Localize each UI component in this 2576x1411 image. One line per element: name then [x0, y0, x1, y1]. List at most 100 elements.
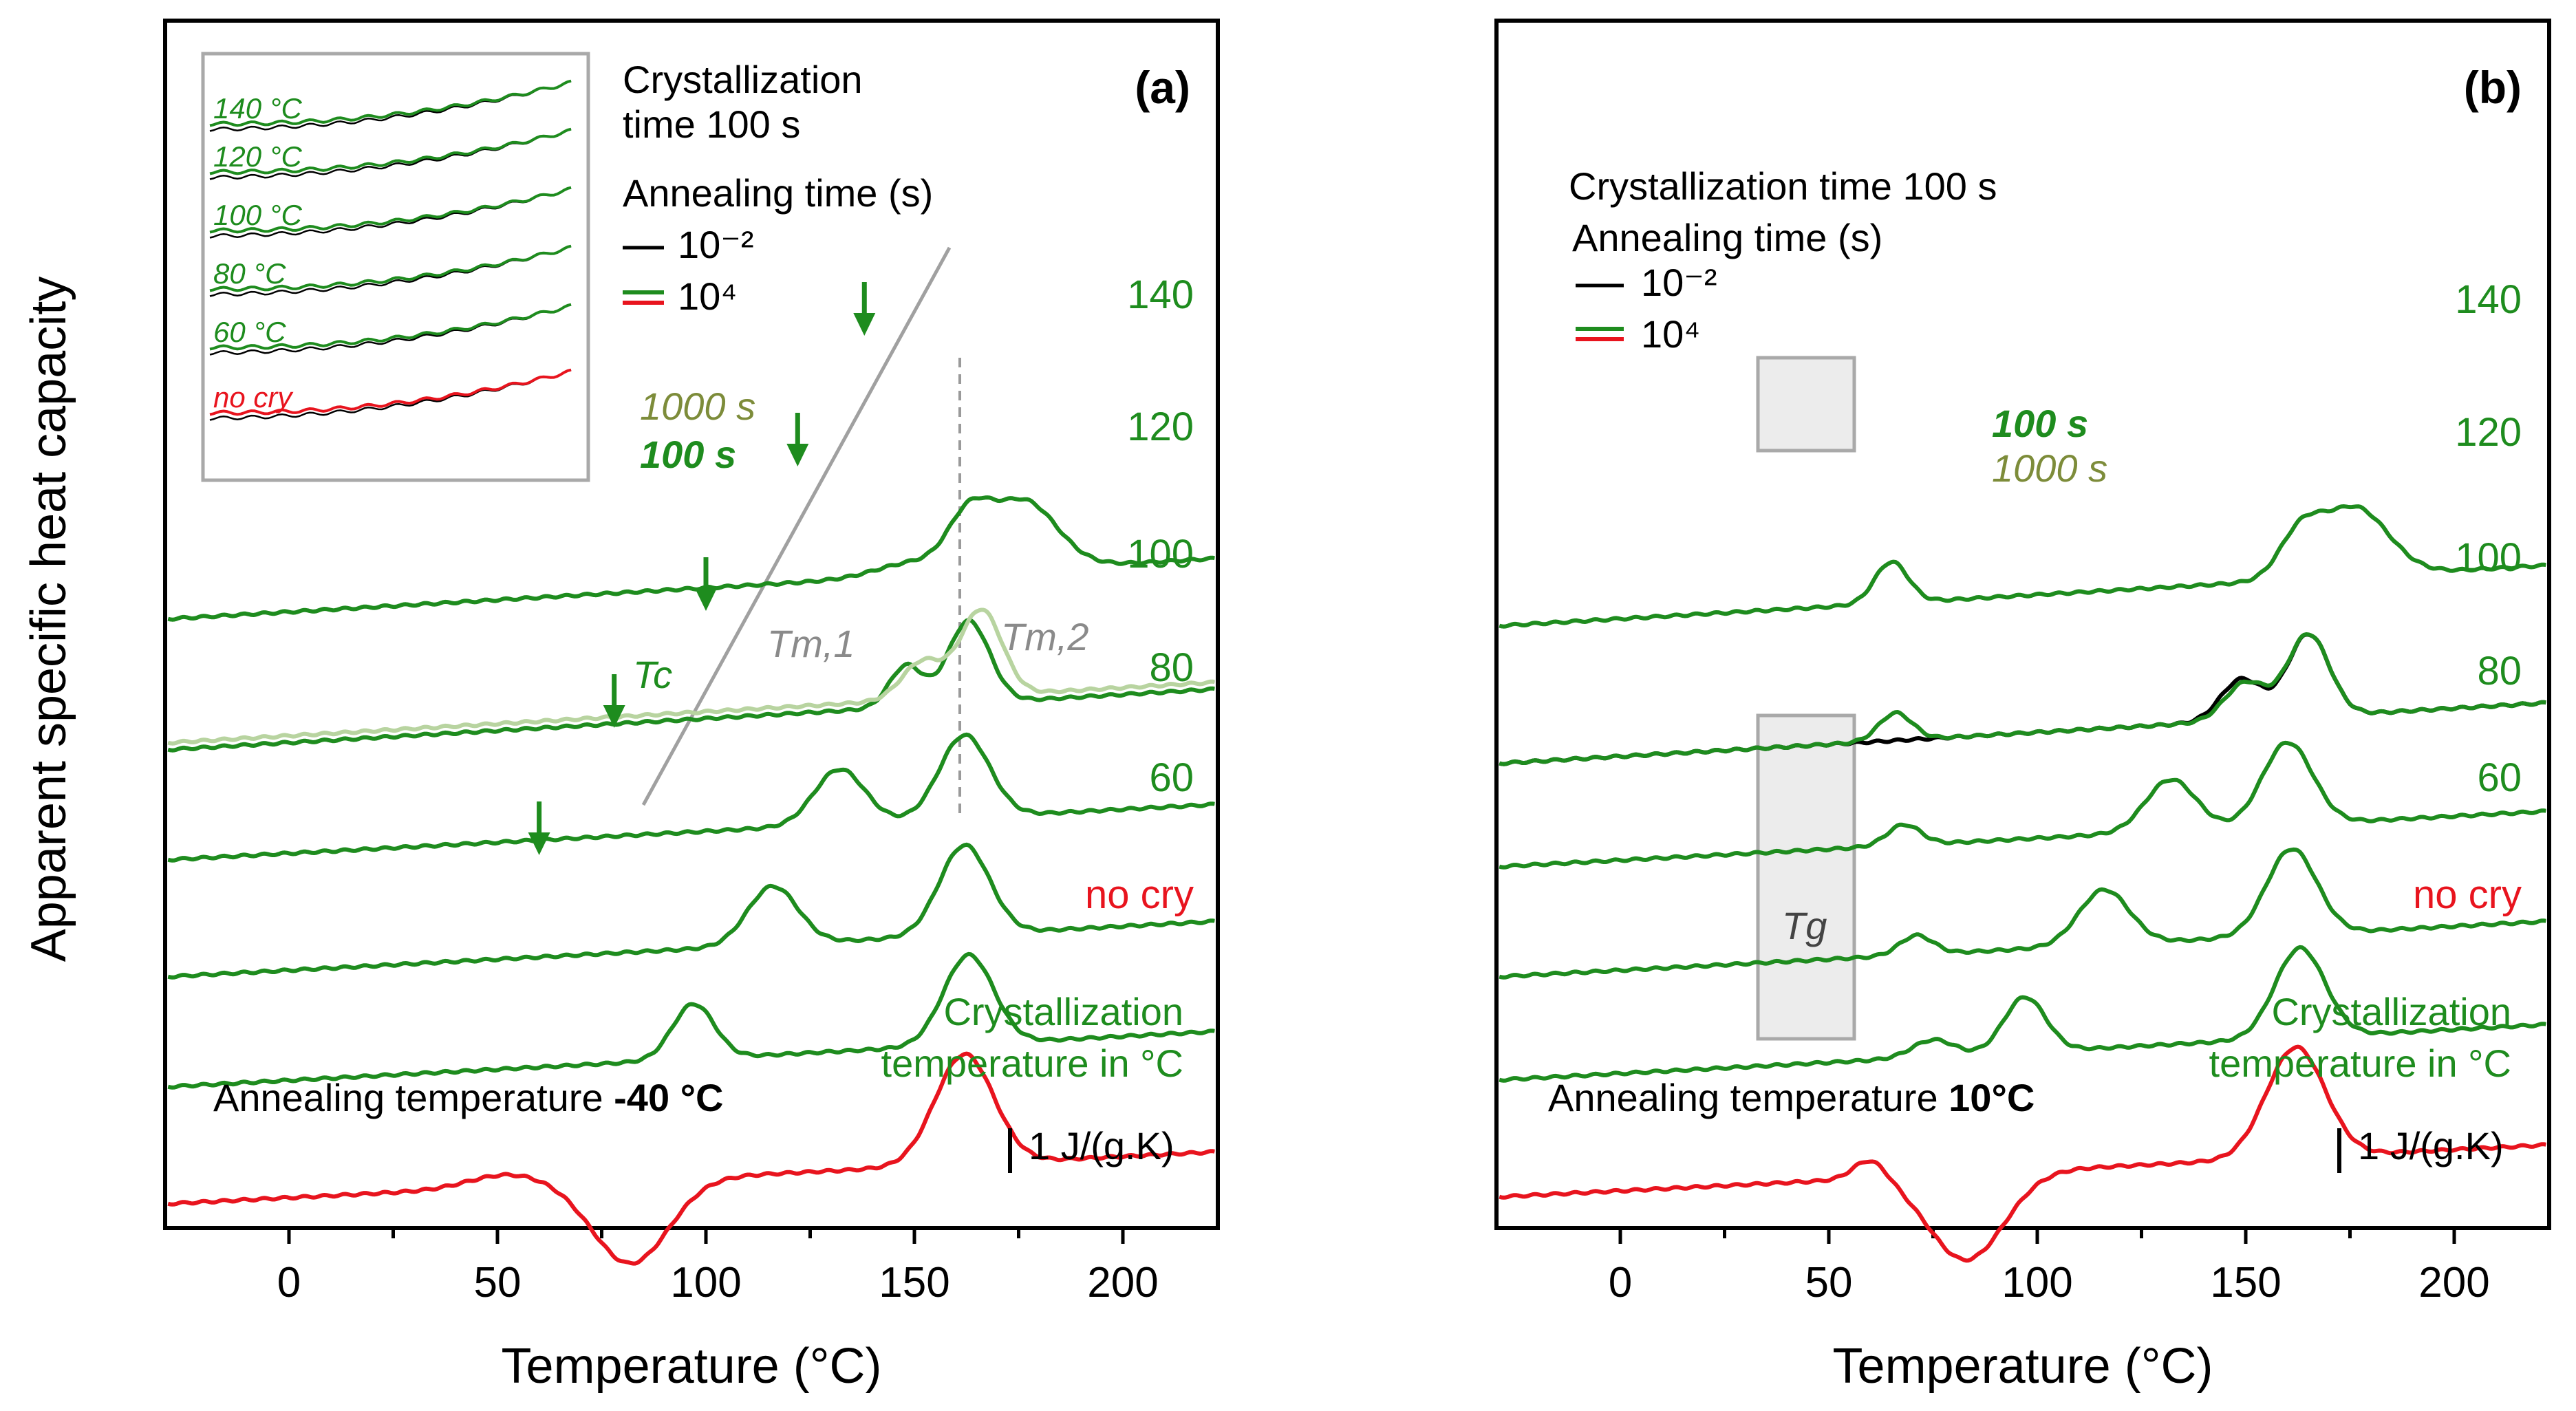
inset-labels: 140 °C 120 °C 100 °C 80 °C 60 °C no cry	[213, 92, 303, 413]
inset-curve	[209, 368, 572, 416]
curve-60	[1499, 945, 2546, 1083]
curve-no-cry	[167, 1051, 1215, 1266]
tm1-label: Tm,1	[767, 622, 855, 665]
inset-label: 60 °C	[213, 316, 286, 348]
inset-label: no cry	[213, 381, 294, 413]
curve-reference	[1499, 505, 2546, 627]
tc-label: Tc	[633, 653, 672, 696]
curve-120	[167, 617, 1215, 753]
legend-entry-short-b: 10⁻²	[1641, 261, 1717, 304]
curve-no-cry	[1499, 1044, 2546, 1263]
curve-reference	[168, 843, 1215, 979]
legend-title-line-1: Crystallization	[623, 58, 863, 101]
inset-curve	[209, 186, 572, 234]
row-label: 80	[1149, 645, 1194, 690]
inset-curves	[209, 79, 572, 421]
x-tick-label: 150	[2210, 1259, 2281, 1306]
curve-120	[1499, 632, 2546, 766]
row-label: 60	[2477, 755, 2522, 800]
label-1000s-b: 1000 s	[1992, 446, 2107, 490]
annealing-temp-b: Annealing temperature 10°C	[1548, 1076, 2035, 1119]
inset-label: 120 °C	[213, 140, 303, 173]
tc-trend-line	[641, 246, 952, 806]
curve-140	[167, 495, 1215, 622]
scale-bar-label-b: 1 J/(g.K)	[2358, 1124, 2504, 1167]
curve-reference	[1499, 848, 2546, 979]
curve-140	[1499, 504, 2546, 629]
curve-reference	[167, 496, 1215, 621]
scale-bar-label-a: 1 J/(g.K)	[1029, 1124, 1174, 1167]
x-tick-label: 50	[1805, 1259, 1853, 1306]
curves-a	[167, 495, 1215, 1266]
tg-box-lower	[1756, 713, 1856, 1041]
tm2-label: Tm,2	[1001, 615, 1089, 658]
panel-label-b: (b)	[2464, 62, 2522, 113]
curve-reference	[168, 733, 1215, 862]
tc-arrow-head	[603, 705, 625, 728]
label-1000s: 1000 s	[640, 385, 755, 428]
curve-100	[1499, 740, 2546, 870]
x-tick-label: 0	[277, 1259, 301, 1306]
curve-60	[167, 951, 1215, 1090]
inset-curve	[209, 303, 572, 351]
cryst-temp-line-2-b: temperature in °C	[2209, 1042, 2511, 1085]
curve-reference	[1499, 742, 2546, 869]
row-label: 80	[2477, 649, 2522, 693]
x-axis-label-b: Temperature (°C)	[1833, 1339, 2213, 1394]
label-100s-b: 100 s	[1992, 402, 2088, 445]
legend-annealing-title: Annealing time (s)	[623, 171, 933, 215]
curve-120-green	[1499, 632, 2546, 766]
inset-label: 100 °C	[213, 199, 303, 231]
curve-120-(1000-s)	[167, 607, 1215, 746]
tc-arrows	[528, 282, 876, 855]
inset-curve	[209, 79, 572, 127]
row-label: 100	[1127, 532, 1194, 577]
row-label: no cry	[1085, 872, 1194, 917]
row-label: 100	[2455, 535, 2522, 580]
x-tick-label: 200	[1087, 1259, 1158, 1306]
row-labels-b: 140 120 100 80 60 no cry	[2413, 277, 2522, 917]
cryst-temp-line-2-a: temperature in °C	[881, 1042, 1183, 1085]
row-label: 60	[1149, 755, 1194, 800]
y-axis-label: Apparent specific heat capacity	[21, 277, 76, 962]
tg-box-upper	[1756, 356, 1856, 453]
row-label: 120	[1127, 405, 1194, 449]
tc-arrow-head	[786, 444, 809, 466]
tc-arrow-head	[528, 832, 550, 855]
x-tick-label: 100	[2001, 1259, 2072, 1306]
tc-arrow-head	[695, 588, 717, 611]
legend-annealing-title-b: Annealing time (s)	[1572, 216, 1882, 259]
x-tick-label: 0	[1609, 1259, 1632, 1306]
row-label: 140	[2455, 277, 2522, 322]
panel-a: 0 50 100 150 200 Temperature (°C) (a) 140 °C…	[163, 19, 1220, 1394]
x-ticks-a: 0 50 100 150 200	[277, 1228, 1159, 1306]
legend-title-line-1-b: Crystallization time 100 s	[1569, 164, 1997, 208]
cryst-temp-line-1-a: Crystallization	[943, 990, 1183, 1033]
legend-entry-long-b: 10⁴	[1641, 312, 1700, 356]
inset-curve	[209, 127, 572, 175]
inset-curve	[209, 244, 572, 292]
x-tick-label: 100	[670, 1259, 741, 1306]
curves-b	[1499, 504, 2546, 1263]
panel-b: 0 50 100 150 200 Temperature (°C) (b) Crysta…	[1494, 19, 2551, 1394]
row-label: 140	[1127, 272, 1194, 317]
annealing-temp-a: Annealing temperature -40 °C	[213, 1076, 724, 1119]
curve-80	[167, 842, 1215, 980]
legend-entry-long: 10⁴	[678, 274, 737, 318]
inset-box	[201, 52, 590, 482]
row-label: 120	[2455, 410, 2522, 455]
curve-reference	[1499, 633, 2546, 765]
legend-title-line-2: time 100 s	[623, 103, 800, 146]
tg-label: Tg	[1782, 904, 1827, 947]
x-axis-label-a: Temperature (°C)	[502, 1339, 882, 1394]
curve-reference	[1499, 634, 2546, 765]
x-tick-label: 150	[879, 1259, 949, 1306]
x-ticks-b: 0 50 100 150 200	[1609, 1228, 2490, 1306]
cryst-temp-line-1-b: Crystallization	[2271, 990, 2511, 1033]
x-tick-label: 50	[474, 1259, 522, 1306]
inset-label: 140 °C	[213, 92, 303, 125]
label-100s: 100 s	[640, 433, 736, 476]
legend-entry-short: 10⁻²	[678, 223, 754, 266]
row-labels-a: 140 120 100 80 60 no cry	[1085, 272, 1194, 917]
